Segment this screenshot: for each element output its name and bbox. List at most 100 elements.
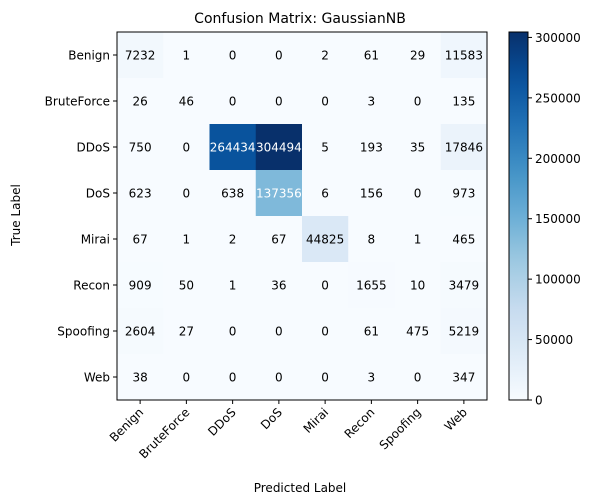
heatmap-cell <box>440 78 488 125</box>
colorbar-tick-label: 0 <box>535 394 543 408</box>
cell-value-label: 0 <box>321 371 329 385</box>
colorbar-tick-label: 200000 <box>535 152 581 166</box>
cell-value-label: 3 <box>368 371 376 385</box>
cell-value-label: 67 <box>271 233 286 247</box>
cell-value-label: 0 <box>229 371 237 385</box>
cell-value-label: 17846 <box>445 141 483 155</box>
x-axis-label: Predicted Label <box>254 481 347 495</box>
heatmap-cell <box>255 262 303 309</box>
y-tick-label: Benign <box>68 49 110 63</box>
heatmap-cell <box>348 262 396 309</box>
heatmap-cell <box>302 216 349 263</box>
cell-value-label: 0 <box>414 371 422 385</box>
cell-value-label: 46 <box>179 95 194 109</box>
heatmap-cell <box>163 32 211 79</box>
heatmap-cell <box>209 354 257 401</box>
heatmap-cell <box>209 124 257 171</box>
cell-value-label: 11583 <box>445 49 483 63</box>
cell-value-label: 1655 <box>356 279 387 293</box>
colorbar-tick-label: 50000 <box>535 333 573 347</box>
heatmap-cell <box>302 170 349 217</box>
heatmap-cell <box>440 32 488 79</box>
heatmap-cell <box>348 78 396 125</box>
cell-value-label: 1 <box>414 233 422 247</box>
x-tick-label: Benign <box>107 405 146 444</box>
y-tick-label: DDoS <box>77 141 110 155</box>
cell-value-label: 1 <box>183 49 191 63</box>
colorbar-tick-label: 250000 <box>535 91 581 105</box>
y-tick-label: DoS <box>86 187 110 201</box>
x-tick-label: Recon <box>342 405 378 441</box>
cell-value-label: 8 <box>368 233 376 247</box>
cell-value-label: 6 <box>321 187 329 201</box>
heatmap-cell <box>440 308 488 355</box>
cell-value-label: 2604 <box>125 325 156 339</box>
heatmap-cell <box>348 308 396 355</box>
heatmap-cell <box>117 354 164 401</box>
cell-value-label: 638 <box>221 187 244 201</box>
heatmap-cell <box>348 124 396 171</box>
heatmap-cell <box>255 308 303 355</box>
cell-value-label: 50 <box>179 279 194 293</box>
cell-value-label: 973 <box>452 187 475 201</box>
cell-value-label: 909 <box>129 279 152 293</box>
cell-value-label: 465 <box>452 233 475 247</box>
heatmap-cell <box>440 216 488 263</box>
heatmap-cells <box>117 32 488 401</box>
heatmap-cell <box>394 308 442 355</box>
heatmap-cell <box>255 32 303 79</box>
y-tick-label: Mirai <box>81 233 110 247</box>
heatmap-cell <box>302 124 349 171</box>
heatmap-cell <box>117 170 164 217</box>
cell-value-label: 26 <box>132 95 147 109</box>
cell-value-label: 0 <box>275 325 283 339</box>
heatmap-cell <box>302 354 349 401</box>
heatmap-cell <box>302 262 349 309</box>
cell-value-label: 5219 <box>449 325 480 339</box>
x-tick-label: DoS <box>258 405 285 432</box>
heatmap-cell <box>117 32 164 79</box>
heatmap-cell <box>394 78 442 125</box>
y-tick-label: Recon <box>73 279 110 293</box>
cell-value-label: 61 <box>364 325 379 339</box>
heatmap-cell <box>209 216 257 263</box>
cell-value-label: 750 <box>129 141 152 155</box>
colorbar-ticks: 0 50000 100000 150000 200000 250000 300000 <box>528 31 581 408</box>
heatmap-cell <box>163 354 211 401</box>
cell-value-label: 137356 <box>256 187 302 201</box>
cell-value-label: 61 <box>364 49 379 63</box>
y-tick-label: Web <box>84 371 110 385</box>
y-axis-label: True Label <box>9 184 23 247</box>
cell-value-label: 0 <box>229 325 237 339</box>
heatmap-cell <box>394 354 442 401</box>
colorbar-tick-label: 150000 <box>535 212 581 226</box>
heatmap-cell <box>348 32 396 79</box>
y-axis-ticks: Benign BruteForce DDoS DoS Mirai Recon Spoofin… <box>45 49 117 385</box>
cell-value-label: 623 <box>129 187 152 201</box>
cell-value-label: 67 <box>132 233 147 247</box>
chart-title: Confusion Matrix: GaussianNB <box>194 11 406 27</box>
colorbar-tick-label: 300000 <box>535 31 581 45</box>
heatmap-cell <box>209 308 257 355</box>
cell-value-label: 0 <box>275 95 283 109</box>
cell-value-label: 29 <box>410 49 425 63</box>
heatmap-cell <box>348 354 396 401</box>
heatmap-cell <box>117 262 164 309</box>
heatmap-cell <box>209 78 257 125</box>
heatmap-cell <box>394 170 442 217</box>
cell-value-label: 27 <box>179 325 194 339</box>
cell-value-label: 0 <box>183 371 191 385</box>
heatmap-cell <box>255 354 303 401</box>
heatmap-cell <box>255 124 303 171</box>
heatmap-cell <box>394 216 442 263</box>
colorbar-tick-label: 100000 <box>535 273 581 287</box>
heatmap-cell <box>163 170 211 217</box>
cell-value-label: 0 <box>229 49 237 63</box>
cell-value-label: 135 <box>452 95 475 109</box>
cell-value-label: 0 <box>183 141 191 155</box>
x-tick-label: BruteForce <box>136 405 192 461</box>
cell-value-label: 10 <box>410 279 425 293</box>
cell-value-label: 0 <box>229 95 237 109</box>
cell-value-label: 35 <box>410 141 425 155</box>
